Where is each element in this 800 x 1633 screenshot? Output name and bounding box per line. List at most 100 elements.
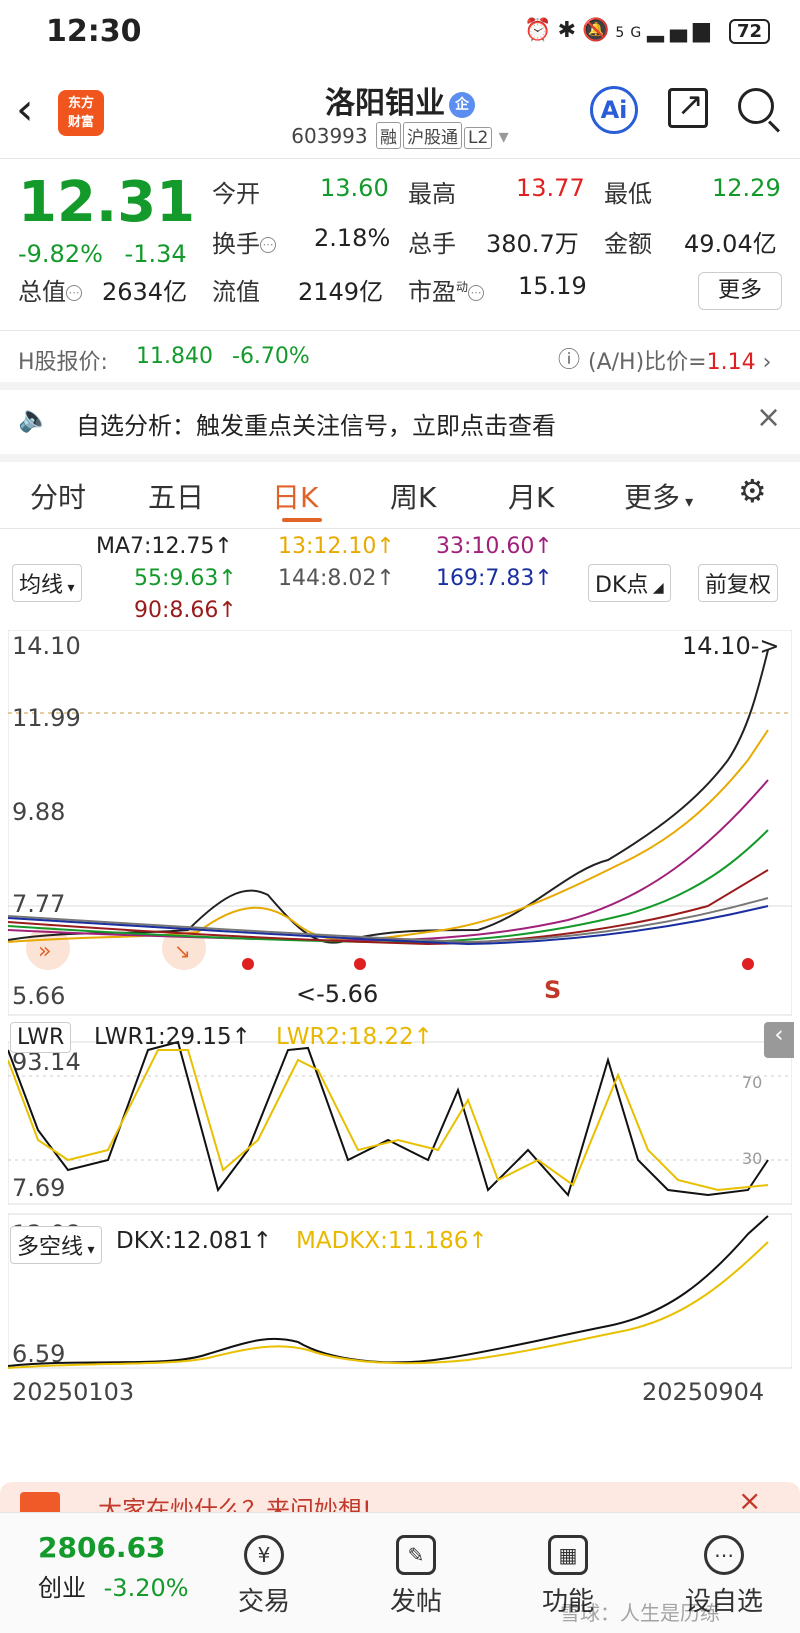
amount-value: 49.04亿	[684, 230, 777, 258]
index-name: 创业	[38, 1574, 86, 1602]
help-icon[interactable]: ⓘ	[558, 348, 581, 373]
dropdown-icon[interactable]: ▾	[498, 124, 509, 148]
indicator-selector-lwr[interactable]: LWR	[10, 1022, 72, 1053]
ah-ratio: (A/H)比价=1.14 ›	[588, 350, 772, 375]
change-pct: -9.82%	[18, 240, 103, 268]
ma7-value: MA7:12.75↑	[96, 534, 233, 559]
close-icon[interactable]: ×	[756, 400, 782, 435]
tab-daily[interactable]: 日K	[272, 481, 319, 514]
more-dots-icon: ⋯	[704, 1535, 744, 1575]
lwr1-value: LWR1:29.15↑	[94, 1024, 251, 1050]
active-tab-underline	[282, 518, 322, 522]
pe-label: 市盈动 ⋯	[408, 272, 485, 307]
tab-intraday[interactable]: 分时	[30, 481, 87, 514]
signal-dot	[742, 958, 754, 970]
madkx-value: MADKX:11.186↑	[296, 1228, 488, 1254]
dk-point-selector[interactable]: DK点 ◢	[588, 564, 671, 602]
tab-monthly[interactable]: 月K	[508, 481, 555, 514]
notice-text: 自选分析：触发重点关注信号，立即点击查看	[76, 412, 556, 440]
low-label: 最低	[604, 180, 652, 208]
ai-button[interactable]: Ai	[590, 86, 638, 134]
price-change: -9.82% -1.34	[18, 240, 187, 268]
max-marker: 14.10->	[682, 632, 779, 660]
ma33-line	[8, 779, 769, 942]
dkx-panel	[8, 1213, 792, 1369]
back-icon[interactable]: ‹	[16, 84, 34, 135]
tab-weekly[interactable]: 周K	[390, 481, 437, 514]
nav-add-watchlist[interactable]: ⋯ 设自选	[664, 1535, 784, 1618]
close-icon[interactable]: ×	[738, 1484, 762, 1517]
index-ticker[interactable]: 2806.63 创业 -3.20%	[38, 1531, 198, 1603]
ma13-value: 13:12.10↑	[278, 534, 395, 559]
share-icon[interactable]	[668, 85, 708, 128]
madkx-line	[8, 1241, 769, 1369]
ma90-value: 90:8.66↑	[134, 598, 237, 623]
arrow-down-right-icon: ↘	[174, 939, 191, 963]
y-label-3: 9.88	[12, 798, 65, 826]
speaker-icon: 🔈	[18, 404, 51, 434]
more-button[interactable]: 更多	[698, 272, 782, 310]
divider	[0, 528, 800, 529]
sell-signal-marker: S	[544, 976, 561, 1004]
ma169-value: 169:7.83↑	[436, 566, 553, 591]
collapse-icon[interactable]: ‹	[764, 1022, 794, 1058]
tab-more[interactable]: 更多 ▾	[624, 481, 694, 514]
tag-connect: 沪股通	[403, 122, 462, 149]
ma144-line	[8, 897, 769, 944]
lwr2-value: LWR2:18.22↑	[276, 1024, 433, 1050]
turnover-value: 2.18%	[314, 224, 391, 252]
info-icon[interactable]: ⋯	[66, 285, 82, 301]
dkx-legend: 多空线 ▾ DKX:12.081↑ MADKX:11.186↑	[0, 1226, 800, 1264]
stock-header: ‹ 东方 财富 洛阳钼业企 603993 融沪股通 L2 ▾ Ai	[0, 66, 800, 158]
y-label-4: 7.77	[12, 890, 65, 918]
volume-value: 380.7万	[486, 230, 579, 258]
index-pct: -3.20%	[103, 1574, 189, 1602]
stock-code-line: 603993 融沪股通 L2 ▾	[0, 122, 800, 149]
ma169-line	[8, 905, 769, 946]
nav-trade[interactable]: ¥ 交易	[204, 1535, 324, 1618]
signal-dot	[242, 958, 254, 970]
tag-margin: 融	[376, 122, 401, 149]
adjust-selector[interactable]: 前复权	[698, 564, 779, 602]
mute-icon: 🔕	[582, 18, 616, 43]
gear-icon[interactable]: ⚙	[738, 472, 767, 510]
min-marker: <-5.66	[296, 980, 378, 1008]
divider	[0, 158, 800, 159]
y-label-top: 14.10	[12, 632, 81, 660]
float-value: 2149亿	[298, 278, 384, 306]
h-share-price: 11.840	[136, 344, 213, 369]
stock-name: 洛阳钼业企	[0, 78, 800, 122]
yen-icon: ¥	[244, 1535, 284, 1575]
low-value: 12.29	[712, 174, 781, 202]
h-share-row[interactable]: H股报价: 11.840 -6.70% ⓘ (A/H)比价=1.14 ›	[0, 336, 800, 380]
nav-post[interactable]: ✎ 发帖	[356, 1535, 476, 1618]
date-start: 20250103	[12, 1378, 134, 1406]
nav-functions[interactable]: ▦ 功能	[508, 1535, 628, 1618]
last-price: 12.31	[18, 170, 196, 235]
open-label: 今开	[212, 180, 260, 208]
status-icons: ⏰✱🔕5G▂▄▆ 72	[524, 18, 770, 44]
info-icon[interactable]: ⋯	[260, 237, 276, 253]
indicator-selector-dkx[interactable]: 多空线 ▾	[10, 1226, 102, 1264]
alarm-icon: ⏰	[524, 18, 558, 43]
ma13-line	[8, 729, 769, 943]
ma7-line	[8, 649, 769, 944]
edit-icon: ✎	[396, 1535, 436, 1575]
info-icon[interactable]: ⋯	[468, 285, 485, 301]
ma55-value: 55:9.63↑	[134, 566, 237, 591]
stock-code: 603993	[291, 124, 368, 148]
enterprise-badge[interactable]: 企	[449, 91, 475, 118]
notice-bar[interactable]: 🔈 自选分析：触发重点关注信号，立即点击查看 ×	[0, 390, 800, 452]
watermark: 雪球：人生是历练	[560, 1601, 720, 1625]
high-label: 最高	[408, 180, 456, 208]
status-time: 12:30	[46, 14, 142, 49]
amount-label: 金额	[604, 230, 652, 258]
lwr-legend: LWR LWR1:29.15↑ LWR2:18.22↑ ‹	[0, 1022, 800, 1058]
search-icon[interactable]	[738, 88, 774, 124]
mcap-value: 2634亿	[102, 278, 188, 306]
change-abs: -1.34	[124, 240, 187, 268]
lwr2-line	[8, 1049, 769, 1192]
tab-five-day[interactable]: 五日	[148, 481, 205, 514]
lwr-panel	[8, 1041, 792, 1205]
ma-selector[interactable]: 均线 ▾	[12, 564, 82, 602]
